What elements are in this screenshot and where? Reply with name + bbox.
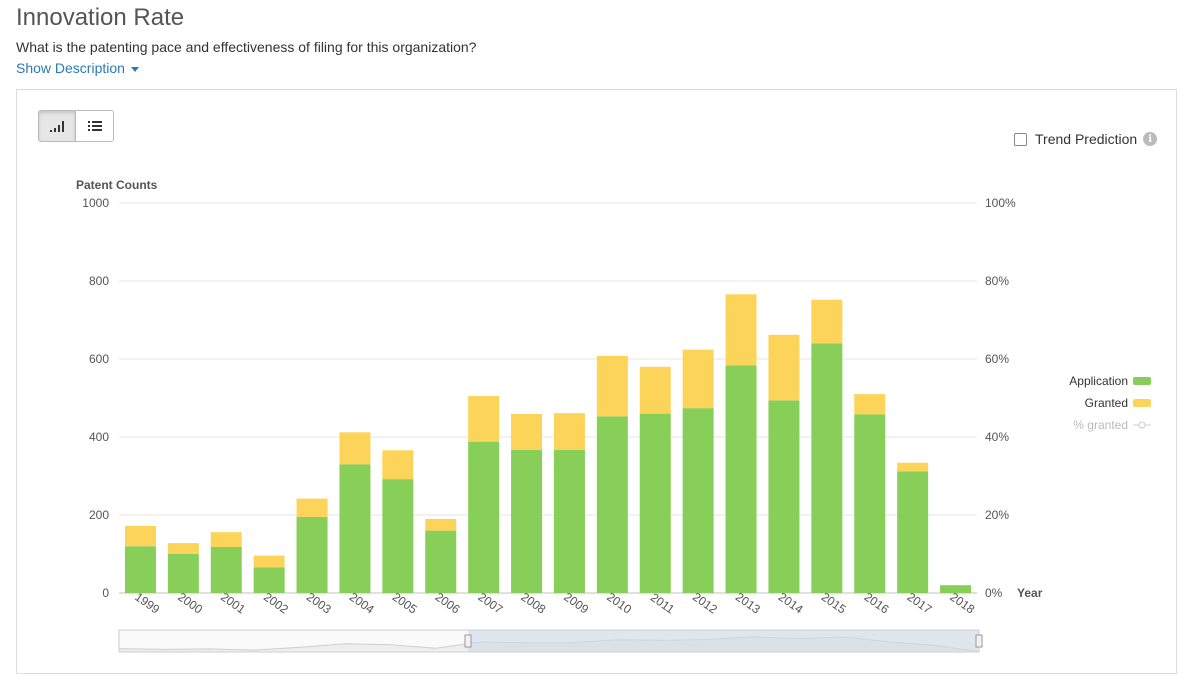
bar-chart-icon: [49, 120, 65, 132]
table-view-button[interactable]: [76, 110, 114, 142]
trend-prediction-label: Trend Prediction: [1035, 131, 1137, 147]
list-icon: [88, 120, 102, 132]
show-description-link[interactable]: Show Description: [16, 60, 139, 76]
trend-prediction-toggle[interactable]: Trend Prediction i: [1014, 131, 1157, 147]
caret-down-icon: [131, 67, 139, 72]
page-subtitle: What is the patenting pace and effective…: [16, 39, 476, 55]
chart-panel: [16, 89, 1177, 674]
show-description-label: Show Description: [16, 60, 125, 76]
view-toggle: [38, 110, 114, 142]
info-icon[interactable]: i: [1143, 132, 1157, 146]
trend-prediction-checkbox[interactable]: [1014, 133, 1027, 146]
page-title: Innovation Rate: [16, 4, 184, 32]
chart-view-button[interactable]: [38, 110, 76, 142]
